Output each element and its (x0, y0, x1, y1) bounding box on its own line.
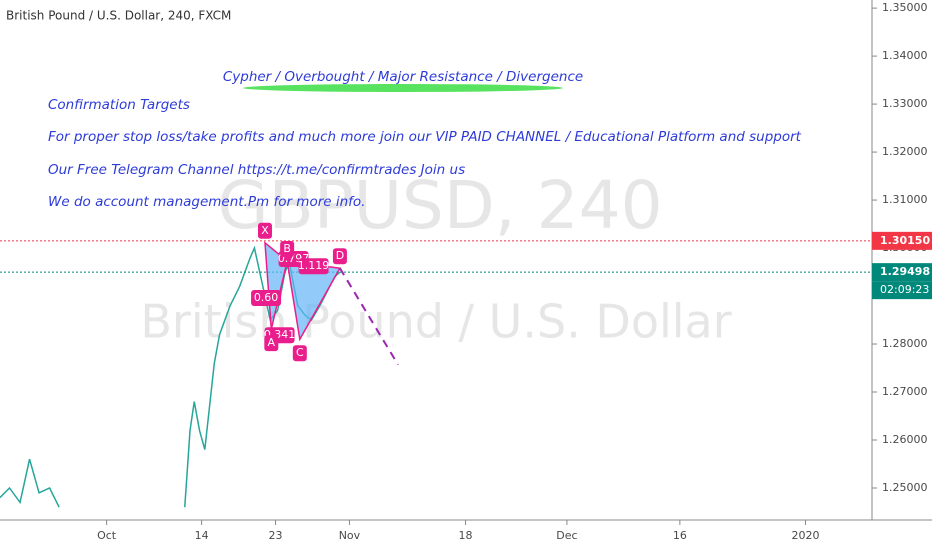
price-level-box (872, 263, 932, 282)
annotation: We do account management.Pm for more inf… (48, 194, 365, 210)
x-tick-label: 2020 (791, 529, 819, 542)
chart-title: British Pound / U.S. Dollar, 240, FXCM (6, 9, 231, 23)
y-tick-label: 1.28000 (882, 337, 928, 350)
price-line (0, 245, 341, 508)
highlight (243, 84, 563, 92)
point-label: D (336, 249, 344, 262)
projection (339, 267, 399, 366)
y-tick-label: 1.33000 (882, 97, 928, 110)
point-label: C (296, 346, 304, 359)
y-tick-label: 1.35000 (882, 1, 928, 14)
x-tick-label: Oct (97, 529, 117, 542)
price-level-label: 1.29498 (880, 265, 930, 278)
point-label: X (261, 224, 269, 237)
x-tick-label: Dec (556, 529, 577, 542)
x-tick-label: 23 (269, 529, 283, 542)
watermark: GBPUSD, 240 (217, 167, 662, 244)
x-tick-label: 18 (459, 529, 473, 542)
annotation: Cypher / Overbought / Major Resistance /… (223, 69, 583, 85)
annotation: Our Free Telegram Channel https://t.me/c… (48, 162, 465, 178)
countdown-box (872, 281, 932, 300)
point-box (292, 345, 307, 362)
price-level-label: 1.30150 (880, 234, 930, 247)
point-box (280, 241, 295, 258)
point-label: B (283, 242, 291, 255)
y-tick-label: 1.32000 (882, 145, 928, 158)
watermark: British Pound / U.S. Dollar (140, 295, 731, 349)
x-tick-label: 16 (673, 529, 687, 542)
y-tick-label: 1.34000 (882, 49, 928, 62)
y-tick-label: 1.27000 (882, 385, 928, 398)
x-tick-label: Nov (339, 529, 361, 542)
y-tick-label: 1.31000 (882, 193, 928, 206)
y-tick-label: 1.26000 (882, 433, 928, 446)
point-label: A (268, 336, 276, 349)
annotation: For proper stop loss/take profits and mu… (48, 129, 802, 145)
countdown: 02:09:23 (880, 283, 929, 296)
x-tick-label: 14 (195, 529, 209, 542)
annotation: Confirmation Targets (48, 97, 190, 113)
ratio-label: 0.60 (254, 291, 279, 304)
price-level-box (872, 231, 932, 250)
ratio-box (298, 258, 329, 275)
y-tick-label: 1.25000 (882, 481, 928, 494)
point-box (332, 248, 347, 265)
ratio-label: 1.119 (298, 259, 330, 272)
ratio-box (251, 289, 282, 306)
point-box (264, 335, 279, 352)
point-box (257, 222, 272, 239)
